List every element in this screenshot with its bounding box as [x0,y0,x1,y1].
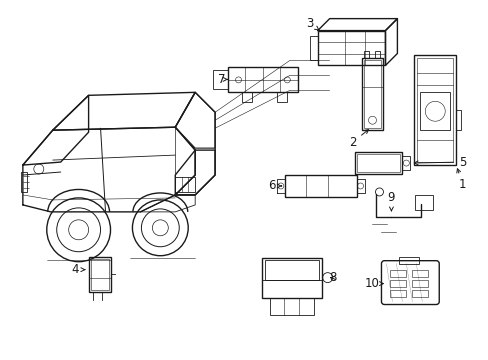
Bar [402,156,409,170]
Bar [411,270,427,276]
Bar [276,92,286,102]
Bar [269,298,313,315]
Bar [399,257,419,264]
Text: 5: 5 [413,156,466,168]
Text: 2: 2 [348,130,368,149]
Bar [455,110,460,130]
Bar [90,259,108,289]
Bar [262,258,321,298]
Bar [363,50,368,58]
Bar [374,50,379,58]
Bar [264,260,318,280]
Bar [411,280,427,287]
Bar [411,289,427,297]
Bar [363,60,381,128]
Bar [354,152,402,174]
Text: 7: 7 [217,73,227,86]
Text: 9: 9 [387,192,394,211]
Bar [416,58,452,162]
Bar [285,175,356,197]
Bar [389,289,406,297]
Bar [361,58,383,130]
Bar [356,154,400,172]
Bar [420,92,449,130]
Text: 4: 4 [71,263,84,276]
Bar [389,280,406,287]
Bar [242,92,251,102]
Bar [414,195,432,210]
Bar [175,177,195,192]
Text: 1: 1 [456,169,466,192]
Bar [413,55,455,165]
Bar [389,270,406,276]
Bar [21,172,27,192]
Bar [88,257,110,292]
Bar [227,67,297,92]
Text: 3: 3 [305,17,318,30]
Text: 10: 10 [364,277,383,290]
Bar [317,31,385,66]
Bar [309,36,317,60]
Bar [213,71,227,89]
Text: 6: 6 [268,180,281,193]
Text: 8: 8 [329,271,336,284]
